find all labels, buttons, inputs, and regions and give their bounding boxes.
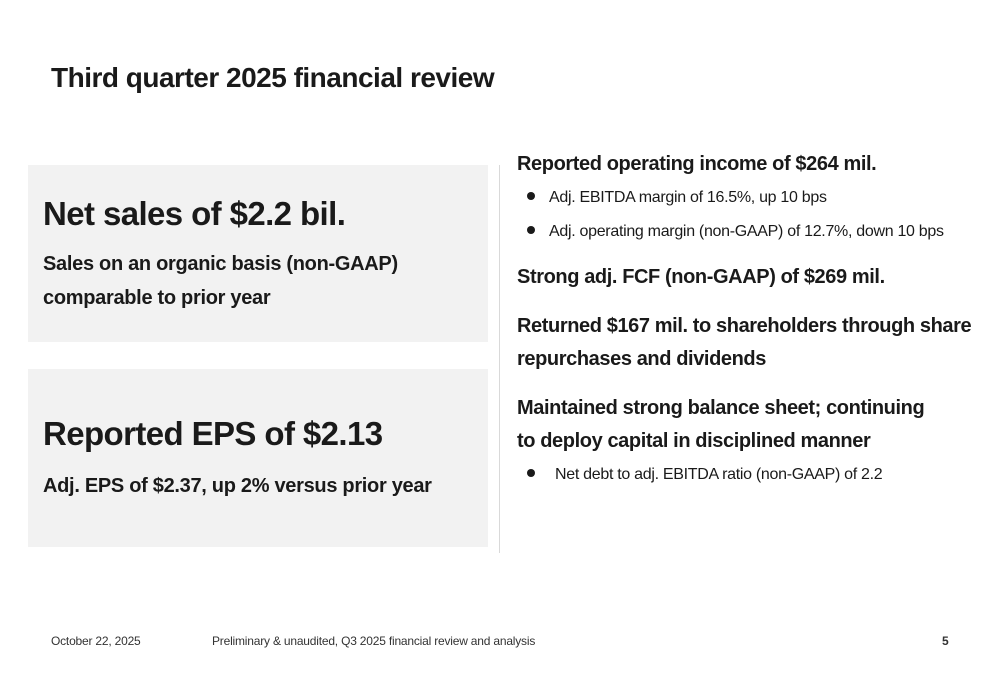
point-operating-income: Reported operating income of $264 mil. A…	[517, 148, 997, 249]
bullet-item: Adj. EBITDA margin of 16.5%, up 10 bps	[517, 181, 997, 215]
eps-detail-line: Adj. EPS of $2.37, up 2% versus prior ye…	[43, 475, 432, 497]
slide-title: Third quarter 2025 financial review	[51, 62, 495, 93]
net-sales-detail: Sales on an organic basis (non-GAAP) com…	[43, 247, 398, 315]
point-shareholder-returns: Returned $167 mil. to shareholders throu…	[517, 310, 997, 376]
eps-detail: Adj. EPS of $2.37, up 2% versus prior ye…	[43, 469, 432, 503]
net-sales-panel: Net sales of $2.2 bil. Sales on an organ…	[28, 165, 488, 342]
key-points: Reported operating income of $264 mil. A…	[517, 148, 997, 492]
page-number: 5	[942, 634, 949, 648]
bullet-list: Adj. EBITDA margin of 16.5%, up 10 bps A…	[517, 181, 997, 249]
footer-note: Preliminary & unaudited, Q3 2025 financi…	[212, 634, 536, 648]
net-sales-detail-line: comparable to prior year	[43, 287, 271, 309]
bullet-item: Net debt to adj. EBITDA ratio (non-GAAP)…	[517, 458, 997, 492]
net-sales-detail-line: Sales on an organic basis (non-GAAP)	[43, 253, 398, 275]
point-heading: Reported operating income of $264 mil.	[517, 153, 877, 175]
bullet-item: Adj. operating margin (non-GAAP) of 12.7…	[517, 215, 997, 249]
point-free-cash-flow: Strong adj. FCF (non-GAAP) of $269 mil.	[517, 261, 997, 294]
point-heading: to deploy capital in disciplined manner	[517, 430, 871, 452]
bullet-dot-icon	[527, 468, 535, 477]
eps-panel: Reported EPS of $2.13 Adj. EPS of $2.37,…	[28, 369, 488, 547]
point-heading: Returned $167 mil. to shareholders throu…	[517, 315, 972, 337]
point-heading: Maintained strong balance sheet; continu…	[517, 397, 925, 419]
point-heading: Strong adj. FCF (non-GAAP) of $269 mil.	[517, 266, 885, 288]
bullet-text: Adj. EBITDA margin of 16.5%, up 10 bps	[549, 189, 827, 206]
bullet-text: Net debt to adj. EBITDA ratio (non-GAAP)…	[555, 466, 883, 483]
bullet-dot-icon	[527, 191, 535, 200]
point-balance-sheet: Maintained strong balance sheet; continu…	[517, 392, 997, 492]
bullet-text: Adj. operating margin (non-GAAP) of 12.7…	[549, 223, 944, 240]
column-divider	[499, 165, 500, 553]
eps-headline: Reported EPS of $2.13	[43, 415, 383, 452]
point-heading: repurchases and dividends	[517, 348, 766, 370]
bullet-list: Net debt to adj. EBITDA ratio (non-GAAP)…	[517, 458, 997, 492]
net-sales-headline: Net sales of $2.2 bil.	[43, 195, 346, 232]
footer-date: October 22, 2025	[51, 634, 141, 648]
bullet-dot-icon	[527, 225, 535, 234]
